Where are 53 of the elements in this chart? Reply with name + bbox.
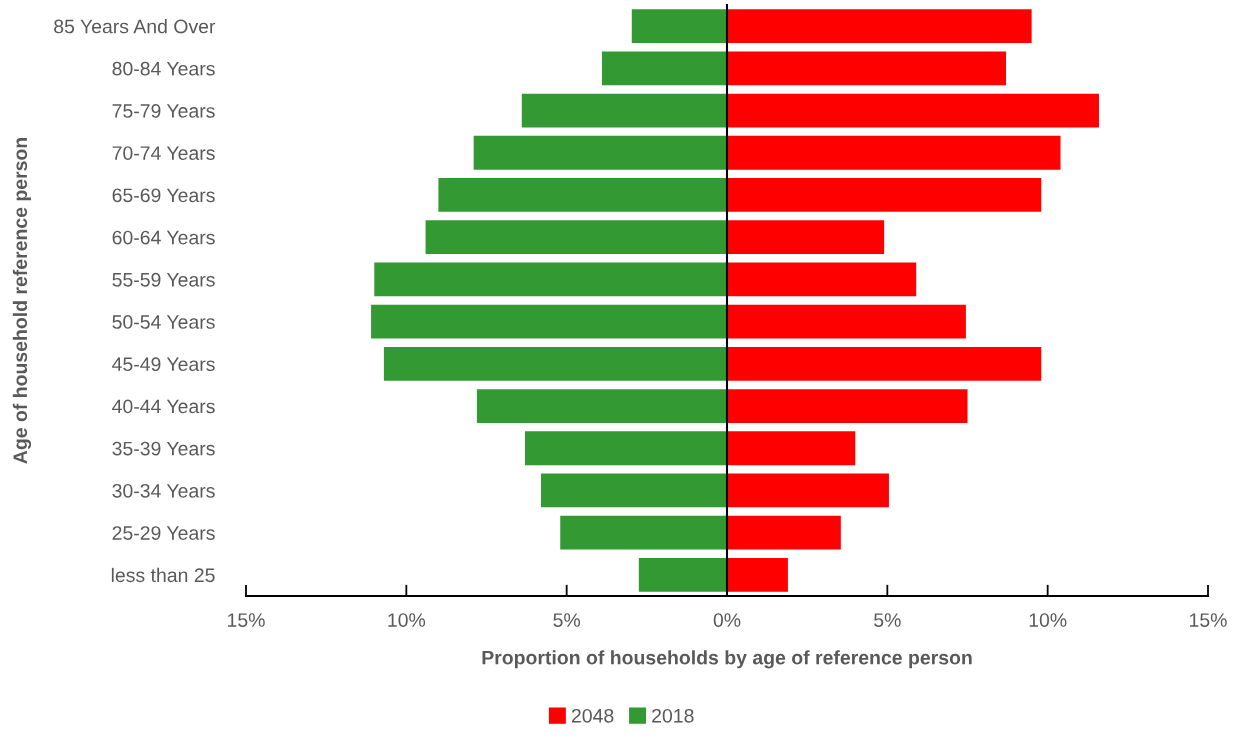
x-tick-label: 15% xyxy=(1190,613,1227,627)
y-tick-label: 70-74 Years xyxy=(112,146,215,160)
y-tick-label: 55-59 Years xyxy=(112,272,215,287)
legend-label: 2048 xyxy=(571,708,614,723)
bar xyxy=(631,9,727,43)
y-tick-label: 25-29 Years xyxy=(112,526,215,540)
x-tick-label: 5% xyxy=(874,613,901,627)
bar xyxy=(727,178,1042,212)
bar xyxy=(560,515,727,550)
y-tick-label: 80-84 Years xyxy=(112,61,215,76)
bar xyxy=(727,220,885,255)
bar xyxy=(541,473,727,508)
bar xyxy=(727,93,1099,128)
bar xyxy=(476,389,727,423)
x-tick-label: 15% xyxy=(228,613,265,627)
bar xyxy=(524,431,727,466)
bar xyxy=(374,262,727,297)
bar xyxy=(473,135,727,170)
bar xyxy=(383,346,727,381)
y-axis-title: Age of household reference person xyxy=(12,138,32,464)
y-tick-label: 65-69 Years xyxy=(112,188,215,203)
bar xyxy=(371,304,727,339)
bar xyxy=(727,558,788,592)
y-tick-label: 30-34 Years xyxy=(112,483,215,498)
bar xyxy=(638,558,727,592)
y-tick-label: 40-44 Years xyxy=(112,399,215,414)
y-tick-label: less than 25 xyxy=(111,567,215,583)
x-tick-label: 10% xyxy=(1029,613,1067,627)
bar xyxy=(727,389,968,423)
bar xyxy=(727,262,917,297)
y-tick-label: 50-54 Years xyxy=(112,315,215,329)
bar xyxy=(727,346,1042,381)
bar xyxy=(727,431,856,466)
y-tick-label: 45-49 Years xyxy=(112,357,215,372)
bar xyxy=(727,304,966,339)
bar xyxy=(727,515,841,550)
bar xyxy=(438,178,727,212)
y-tick-label: 60-64 Years xyxy=(112,230,215,245)
bar xyxy=(425,220,727,255)
x-tick-label: 5% xyxy=(553,613,581,627)
legend-label: 2018 xyxy=(652,708,694,723)
x-axis-title: Proportion of households by age of reference person xyxy=(482,650,972,669)
x-tick-label: 0% xyxy=(713,613,741,627)
y-tick-label: 85 Years And Over xyxy=(54,19,216,34)
bar xyxy=(601,51,727,86)
bar xyxy=(727,51,1006,86)
bar xyxy=(727,9,1032,43)
bar xyxy=(521,93,727,128)
y-tick-label: 75-79 Years xyxy=(112,104,215,118)
x-tick-label: 10% xyxy=(388,613,426,627)
y-tick-label: 35-39 Years xyxy=(112,441,215,456)
bar xyxy=(727,135,1061,170)
bar xyxy=(727,473,889,508)
